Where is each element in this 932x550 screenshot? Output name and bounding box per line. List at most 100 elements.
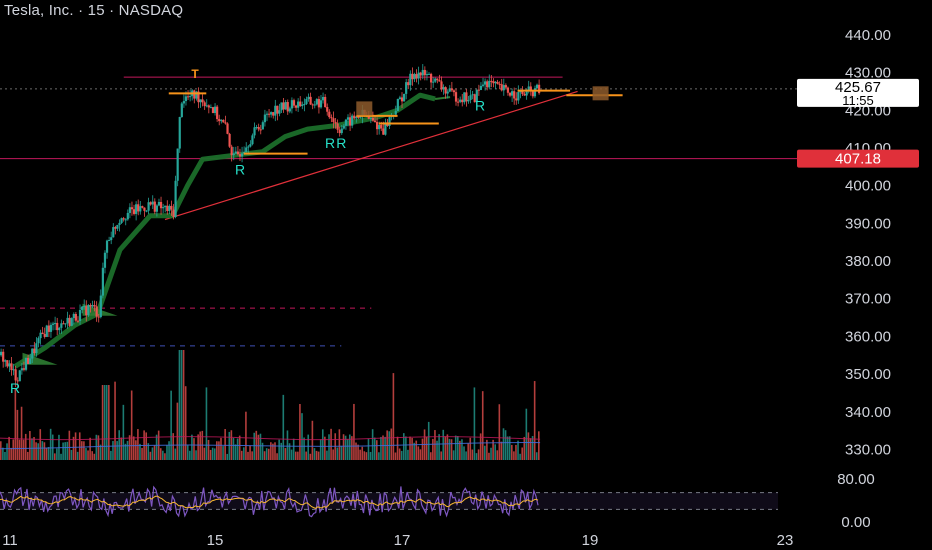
volume-bar [72,436,75,460]
volume-bar [479,433,482,460]
candle-body [517,92,520,101]
candle-body [128,207,131,213]
candle-body [205,105,208,107]
volume-bar [184,386,187,460]
volume-bar [245,411,247,460]
volume-bar [272,443,274,460]
volume-bar [346,439,349,460]
candle-body [278,110,281,114]
volume-bar [83,441,85,460]
candle-body [174,180,177,218]
candle-body [66,317,69,324]
volume-bar [128,435,131,460]
candle-body [525,90,528,96]
candle-body [222,119,225,123]
candle-body [531,90,534,97]
volume-bar [521,447,523,460]
volume-bar [288,443,291,460]
candle-body [317,99,321,108]
candle-body [41,332,44,334]
volume-bar [284,448,287,460]
candle-body [415,74,418,79]
volume-bar [253,432,256,460]
volume-bar [301,413,303,460]
candle-body [471,94,474,96]
volume-bar [141,447,143,460]
volume-bar [297,451,299,460]
candle-body [4,360,7,362]
volume-bar [263,451,266,460]
volume-bar [515,444,517,460]
candle-body [357,116,360,118]
candle-body [272,112,275,116]
volume-bar [338,429,341,460]
volume-bar [99,444,102,460]
volume-bar [471,449,474,460]
marker-r-label: R [235,161,245,177]
candle-body [378,124,381,130]
volume-bar [342,434,345,460]
volume-bar [112,441,114,460]
volume-bar [132,436,135,460]
volume-bar [363,451,366,460]
volume-bar [270,442,272,460]
candle-body [326,107,329,112]
candle-body [340,128,343,134]
volume-bar [162,450,164,460]
volume-bar [265,448,268,460]
candle-body [99,295,102,318]
volume-bar [236,438,239,460]
candle-body [2,351,5,362]
candle-body [43,333,46,337]
volume-profile-box [592,86,609,101]
candle-body [527,86,530,91]
candle-body [95,306,98,317]
volume-bar [178,350,181,460]
candle-body [6,360,9,367]
candle-body [450,88,453,91]
volume-bar [502,428,505,460]
volume-bar [351,436,353,460]
volume-bar [78,432,81,460]
volume-bar [139,443,141,460]
marker-r-label: R [325,135,335,151]
volume-bar [51,434,54,460]
candle-body [351,115,354,126]
y-tick-label: 430.00 [845,65,891,82]
volume-bar [500,441,503,460]
candle-body [124,219,127,221]
volume-bar [328,434,330,460]
candle-body [307,96,310,100]
candle-body [49,324,53,332]
volume-bar [538,431,540,460]
candle-body [380,124,383,129]
volume-bar [523,436,526,460]
volume-bar [517,440,519,460]
volume-bar [309,453,312,460]
volume-bar [278,439,280,460]
volume-bar [450,439,453,460]
volume-bar [47,446,50,460]
volume-bar [81,441,83,460]
volume-bar [442,429,445,460]
volume-bar [369,451,372,460]
candle-body [398,97,402,100]
volume-bar [498,404,501,460]
marker-r-label: R [10,380,20,396]
volume-bar [382,435,384,460]
candle-body [452,90,456,93]
volume-bar [24,433,27,460]
candle-body [74,313,77,321]
candle-body [328,111,331,118]
candle-body [444,87,447,94]
candle-body [330,117,333,119]
volume-bar [461,439,463,460]
volume-bar [159,448,162,460]
level-label-value: 407.18 [835,151,881,168]
volume-bar [203,447,206,460]
volume-bar [110,450,112,460]
candle-body [492,81,495,84]
price-axis: 440.00430.00420.00410.00400.00390.00380.… [797,27,919,531]
volume-bar [463,446,465,460]
